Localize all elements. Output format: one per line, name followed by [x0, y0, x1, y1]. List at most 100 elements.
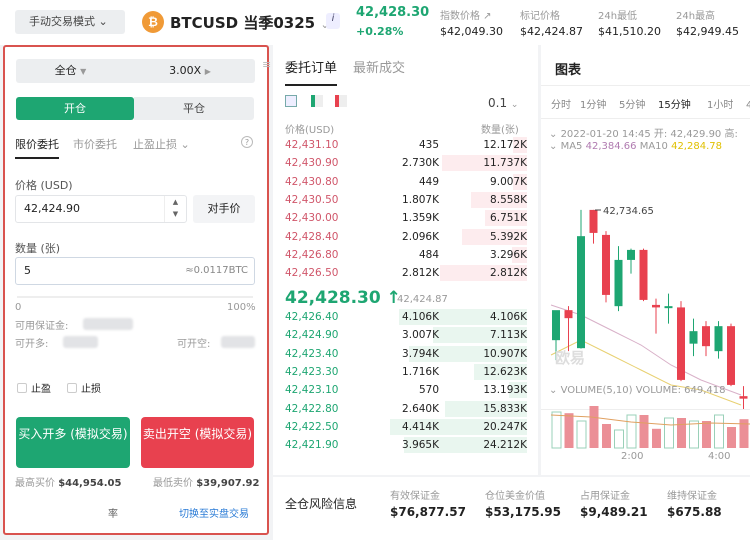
buy-long-button[interactable]: 买入开多 (模拟交易)	[16, 417, 130, 468]
volume-bar	[714, 414, 724, 449]
asks-view-icon[interactable]	[335, 95, 347, 107]
x-tick: 2:00	[621, 451, 644, 462]
risk-value: $76,877.57	[390, 505, 466, 519]
counterparty-price-button[interactable]: 对手价	[193, 195, 255, 223]
interval-tab[interactable]: 分时	[551, 100, 571, 111]
ask-row[interactable]: 42,426.50 2.812K 2.812K	[285, 264, 527, 282]
header-bar: 手动交易模式 ⌄ ₿ BTCUSD 当季0325 ⌄ i 42,428.30 +…	[0, 0, 750, 45]
ask-row[interactable]: 42,430.80 449 9.007K	[285, 173, 527, 191]
bid-row[interactable]: 42,422.80 2.640K 15.833K	[285, 400, 527, 418]
margin-mode-dropdown[interactable]: 全仓 ▼	[16, 59, 125, 83]
bids-view-icon[interactable]	[311, 95, 323, 107]
trading-mode-dropdown[interactable]: 手动交易模式 ⌄	[15, 10, 125, 34]
price-stepper[interactable]: ▲ ▼	[164, 196, 186, 222]
quantity: 2.640K	[402, 402, 439, 415]
cumulative: 3.296K	[490, 248, 527, 261]
ma-readout: ⌄ MA5 42,384.66 MA10 42,284.78	[549, 141, 722, 152]
tab-close-position[interactable]: 平仓	[134, 97, 254, 120]
ask-row[interactable]: 42,426.80 484 3.296K	[285, 246, 527, 264]
max-buy-price: 最高买价 $44,954.05	[15, 478, 122, 489]
cumulative: 24.212K	[483, 439, 527, 452]
leverage-button[interactable]: 3.00X ▶	[125, 59, 255, 83]
price-input[interactable]: 42,424.90 ▲ ▼	[15, 195, 187, 223]
ask-row[interactable]: 42,431.10 435 12.172K	[285, 136, 527, 154]
interval-tab[interactable]: 5分钟	[619, 100, 646, 111]
interval-tab[interactable]: 1小时	[707, 100, 734, 111]
info-icon[interactable]: i	[326, 13, 340, 29]
bid-row[interactable]: 42,421.90 3.965K 24.212K	[285, 436, 527, 454]
bid-row[interactable]: 42,423.10 570 13.193K	[285, 381, 527, 399]
volume-bar	[589, 406, 599, 448]
bid-row[interactable]: 42,424.90 3.007K 7.113K	[285, 326, 527, 344]
price: 42,423.30	[285, 365, 339, 378]
price: 42,428.40	[285, 230, 339, 243]
stat-24h-low: 24h最低 $41,510.20	[598, 11, 661, 38]
ask-row[interactable]: 42,430.00 1.359K 6.751K	[285, 209, 527, 227]
rate-label: 率	[108, 509, 118, 520]
bid-row[interactable]: 42,423.30 1.716K 12.623K	[285, 363, 527, 381]
both-sides-view-icon[interactable]	[285, 95, 297, 107]
symbol-selector[interactable]: BTCUSD 当季0325 ⌄	[170, 14, 330, 32]
tab-tp-sl[interactable]: 止盈止损 ⌄	[133, 138, 190, 151]
cumulative: 20.247K	[483, 420, 527, 433]
price: 42,426.80	[285, 248, 339, 261]
tab-limit-order[interactable]: 限价委托	[15, 138, 59, 151]
quantity: 570	[418, 384, 439, 397]
quantity-btc-equivalent: ≈0.0117BTC	[185, 265, 248, 276]
stat-24h-high: 24h最高 $42,949.45	[676, 11, 739, 38]
can-short-value-blurred	[221, 336, 255, 348]
depth-bar	[461, 228, 527, 245]
depth-bar	[399, 309, 527, 325]
switch-live-trading-link[interactable]: 切换至实盘交易	[179, 509, 249, 520]
help-icon[interactable]: ?	[241, 136, 253, 148]
volume-bar	[576, 420, 587, 449]
slider-min-label: 0	[15, 302, 22, 313]
tab-open-position[interactable]: 开仓	[16, 97, 134, 120]
quantity: 3.007K	[402, 329, 439, 342]
bid-row[interactable]: 42,426.40 4.106K 4.106K	[285, 308, 527, 326]
depth-bar	[513, 173, 527, 190]
bid-row[interactable]: 42,423.40 3.794K 10.907K	[285, 345, 527, 363]
quantity: 1.716K	[402, 365, 439, 378]
chart-title: 图表	[555, 63, 582, 78]
depth-bar	[484, 210, 527, 227]
candle	[639, 249, 648, 300]
tab-market-order[interactable]: 市价委托	[73, 138, 117, 151]
take-profit-checkbox[interactable]	[17, 383, 27, 393]
cumulative: 15.833K	[483, 402, 527, 415]
cumulative: 13.193K	[483, 384, 527, 397]
volume-bar	[689, 420, 699, 449]
tab-orders[interactable]: 委托订单	[285, 61, 338, 76]
depth-bar	[513, 137, 527, 153]
volume-chart	[550, 406, 750, 449]
interval-tab[interactable]: 1分钟	[580, 100, 607, 111]
quantity: 1.807K	[402, 193, 439, 206]
quantity: 3.965K	[402, 439, 439, 452]
tab-latest-trades[interactable]: 最新成交	[353, 61, 406, 76]
last-price: 42,428.30	[356, 5, 430, 20]
price: 42,424.90	[285, 329, 339, 342]
mark-price: 42,424.87	[397, 294, 448, 305]
candlestick-chart[interactable]: 42,734.65	[541, 155, 750, 410]
stop-loss-label: 止损	[81, 384, 101, 395]
bid-row[interactable]: 42,422.50 4.414K 20.247K	[285, 418, 527, 436]
interval-tab[interactable]: 4小时	[746, 100, 750, 111]
price: 42,430.90	[285, 157, 339, 170]
stop-loss-checkbox[interactable]	[67, 383, 77, 393]
ask-row[interactable]: 42,428.40 2.096K 5.392K	[285, 228, 527, 246]
price: 42,430.80	[285, 175, 339, 188]
menu-icon[interactable]: ≡	[262, 58, 272, 71]
volume-bar	[727, 427, 736, 448]
order-book-panel: 委托订单 最新成交 0.1 ⌄ 价格(USD) 数量(张) 42,431.10 4…	[273, 45, 538, 475]
cumulative: 5.392K	[490, 230, 527, 243]
min-sell-price: 最低卖价 $39,907.92	[153, 478, 260, 489]
price: 42,426.40	[285, 311, 339, 323]
ask-row[interactable]: 42,430.50 1.807K 8.558K	[285, 191, 527, 209]
interval-tab[interactable]: 15分钟	[658, 100, 691, 111]
sell-short-button[interactable]: 卖出开空 (模拟交易)	[141, 417, 254, 468]
candle	[677, 307, 685, 380]
ask-row[interactable]: 42,430.90 2.730K 11.737K	[285, 154, 527, 172]
quantity-input[interactable]: 5 ≈0.0117BTC	[15, 257, 255, 285]
precision-dropdown[interactable]: 0.1 ⌄	[488, 96, 519, 110]
quantity-slider[interactable]	[17, 296, 253, 298]
